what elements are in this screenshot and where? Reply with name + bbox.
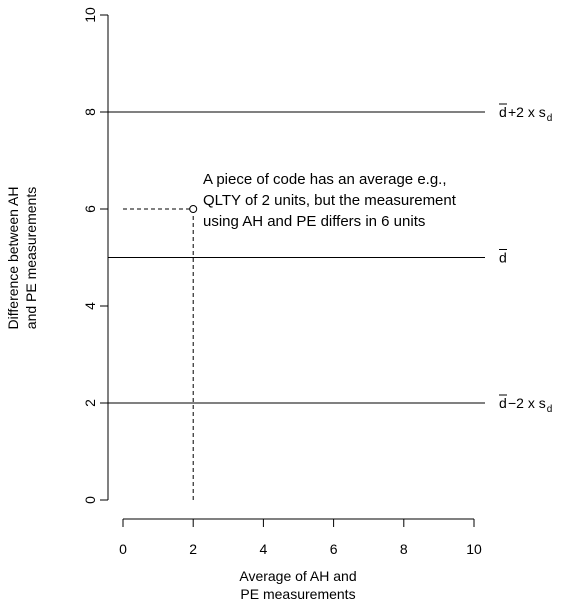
reference-label-subscript: d <box>547 404 553 415</box>
x-tick-label: 0 <box>119 541 127 557</box>
reference-label: +2 x s <box>508 104 546 120</box>
reference-label: −2 x s <box>508 395 546 411</box>
y-tick-label: 4 <box>82 302 98 310</box>
reference-label-subscript: d <box>547 113 553 124</box>
y-tick-label: 10 <box>82 7 98 23</box>
annotation-line-3: using AH and PE differs in 6 units <box>203 213 425 230</box>
y-tick-label: 2 <box>82 399 98 407</box>
x-axis-ticks: 0 2 4 6 8 10 <box>119 519 482 557</box>
x-tick-label: 2 <box>189 541 197 557</box>
x-tick-label: 4 <box>260 541 268 557</box>
data-point <box>189 205 198 213</box>
y-tick-label: 8 <box>82 108 98 116</box>
x-tick-label: 8 <box>400 541 408 557</box>
y-axis-title-line-1: Difference between AH <box>5 187 21 330</box>
reference-label-d: d <box>499 395 507 411</box>
y-tick-label: 6 <box>82 205 98 213</box>
y-axis-ticks: 0 2 4 6 8 10 <box>82 7 108 504</box>
y-tick-label: 0 <box>82 496 98 504</box>
x-tick-label: 10 <box>466 541 482 557</box>
data-points <box>189 205 198 213</box>
x-axis-title-line-2: PE measurements <box>240 586 355 602</box>
guide-lines <box>123 208 194 500</box>
reference-label-d: d <box>499 104 507 120</box>
x-tick-label: 6 <box>330 541 338 557</box>
annotation-line-1: A piece of code has an average e.g., <box>203 171 447 188</box>
reference-label-d: d <box>499 250 507 266</box>
annotation-line-2: QLTY of 2 units, but the measurement <box>203 192 457 209</box>
y-axis-title-line-2: and PE measurements <box>23 187 39 329</box>
x-axis-title-line-1: Average of AH and <box>239 568 356 584</box>
